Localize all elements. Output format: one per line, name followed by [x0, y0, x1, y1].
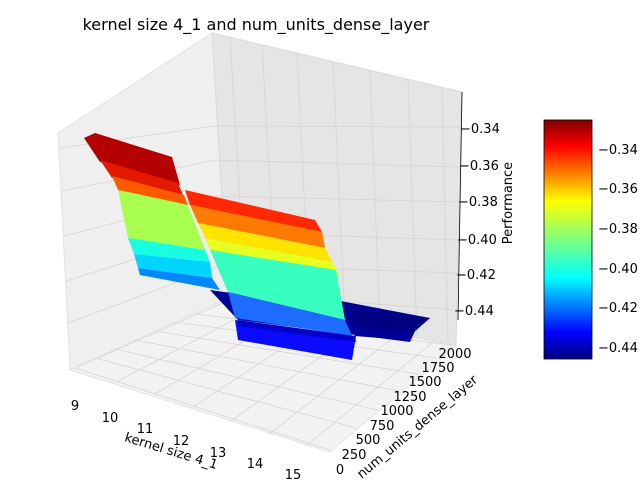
- colorbar: −0.44 −0.42 −0.40 −0.38 −0.36 −0.34: [543, 119, 638, 360]
- cbar-tick-036: −0.36: [598, 182, 638, 197]
- chart-title: kernel size 4_1 and num_units_dense_laye…: [83, 15, 430, 35]
- z-tick-044: −0.44: [454, 304, 494, 319]
- z-tick-042: −0.42: [456, 268, 496, 283]
- surface: [84, 133, 430, 360]
- cbar-tick-042: −0.42: [598, 301, 638, 316]
- surface-floor-blue: [235, 320, 356, 360]
- surface-step-top-red-dark: [84, 133, 180, 185]
- y-tick-2000: 2000: [438, 347, 471, 362]
- y-tick-500: 500: [356, 433, 381, 448]
- z-tick-036: −0.36: [459, 159, 499, 174]
- cbar-tick-038: −0.38: [598, 222, 638, 237]
- surface-step-orange: [112, 176, 188, 205]
- cbar-tick-044: −0.44: [598, 341, 638, 356]
- z-tick-034: −0.34: [460, 122, 500, 137]
- y-tick-1000: 1000: [380, 404, 413, 419]
- x-tick-11: 11: [137, 422, 154, 437]
- x-tick-15: 15: [285, 468, 302, 480]
- x-axis-label: kernel size 4_1: [123, 430, 220, 473]
- x-tick-10: 10: [102, 411, 119, 426]
- cbar-tick-034: −0.34: [598, 143, 638, 158]
- surface-edge-dark: [238, 320, 356, 342]
- x-tick-9: 9: [71, 399, 79, 414]
- surface-riser-cyan-2: [134, 254, 212, 278]
- z-tick-040: −0.40: [457, 233, 497, 248]
- z-tick-038: −0.38: [458, 195, 498, 210]
- x-tick-13: 13: [210, 446, 227, 461]
- surface-right-dark: [352, 310, 430, 333]
- y-tick-250: 250: [342, 448, 367, 463]
- y-tick-1500: 1500: [408, 375, 441, 390]
- surface-mid-orange: [190, 205, 325, 248]
- z-axis-line: [457, 91, 463, 321]
- surface-step-red: [100, 160, 184, 198]
- surface-riser-cyan: [128, 238, 210, 262]
- x-tick-14: 14: [247, 457, 264, 472]
- z-axis-label: Performance: [501, 162, 516, 244]
- cbar-tick-040: −0.40: [598, 262, 638, 277]
- z-axis: −0.34 −0.36 −0.38 −0.40 −0.42 −0.44 Perf…: [454, 91, 516, 321]
- x-tick-12: 12: [173, 434, 190, 449]
- y-tick-1250: 1250: [393, 390, 426, 405]
- y-tick-750: 750: [370, 419, 395, 434]
- surface-riser-upper: [118, 190, 205, 250]
- surface-mid-yellow: [198, 223, 332, 262]
- y-tick-0: 0: [336, 463, 344, 478]
- y-tick-1750: 1750: [421, 361, 454, 376]
- surface-lower-green: [210, 250, 345, 320]
- surface-lower-blue: [228, 292, 352, 336]
- surface-mid-red: [185, 190, 322, 232]
- colorbar-gradient: [543, 119, 593, 360]
- surface-riser-blue: [138, 268, 220, 290]
